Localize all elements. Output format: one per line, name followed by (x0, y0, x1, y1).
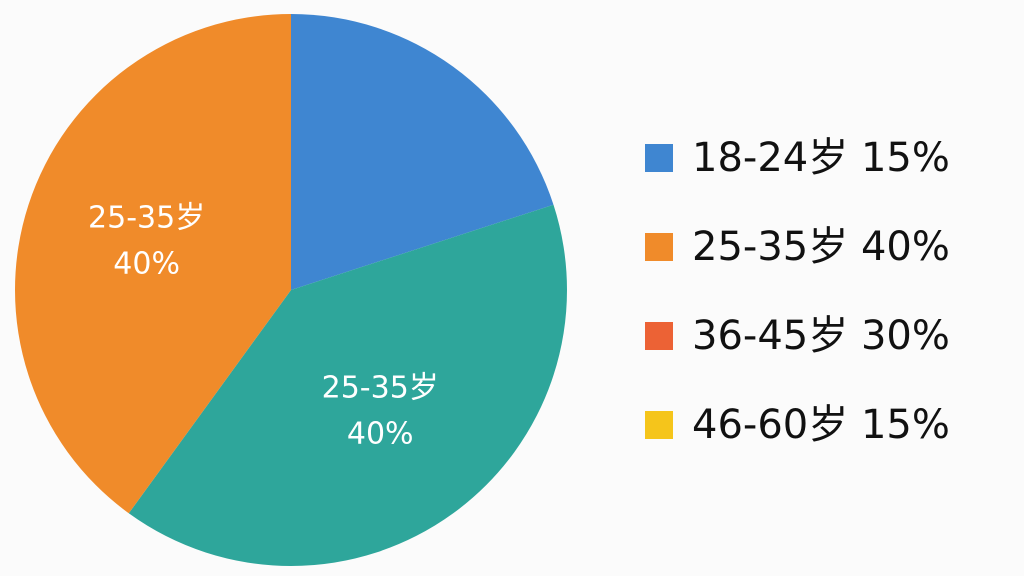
legend-swatch (645, 322, 673, 350)
pie-slice (128, 204, 567, 567)
slice-label: 25-35岁 (322, 370, 439, 405)
legend-label: 18-24岁 15% (692, 135, 950, 181)
legend-swatch (645, 144, 673, 172)
slice-value: 40% (113, 247, 180, 282)
legend-swatch (645, 411, 673, 439)
legend-label: 25-35岁 40% (692, 224, 950, 270)
pie-slice (291, 14, 554, 290)
legend-label: 46-60岁 15% (692, 402, 950, 448)
slice-label: 25-35岁 (88, 201, 205, 236)
legend-label: 36-45岁 30% (692, 313, 950, 359)
legend-swatch (645, 233, 673, 261)
slice-value: 40% (347, 416, 414, 451)
pie-slice (14, 14, 291, 514)
